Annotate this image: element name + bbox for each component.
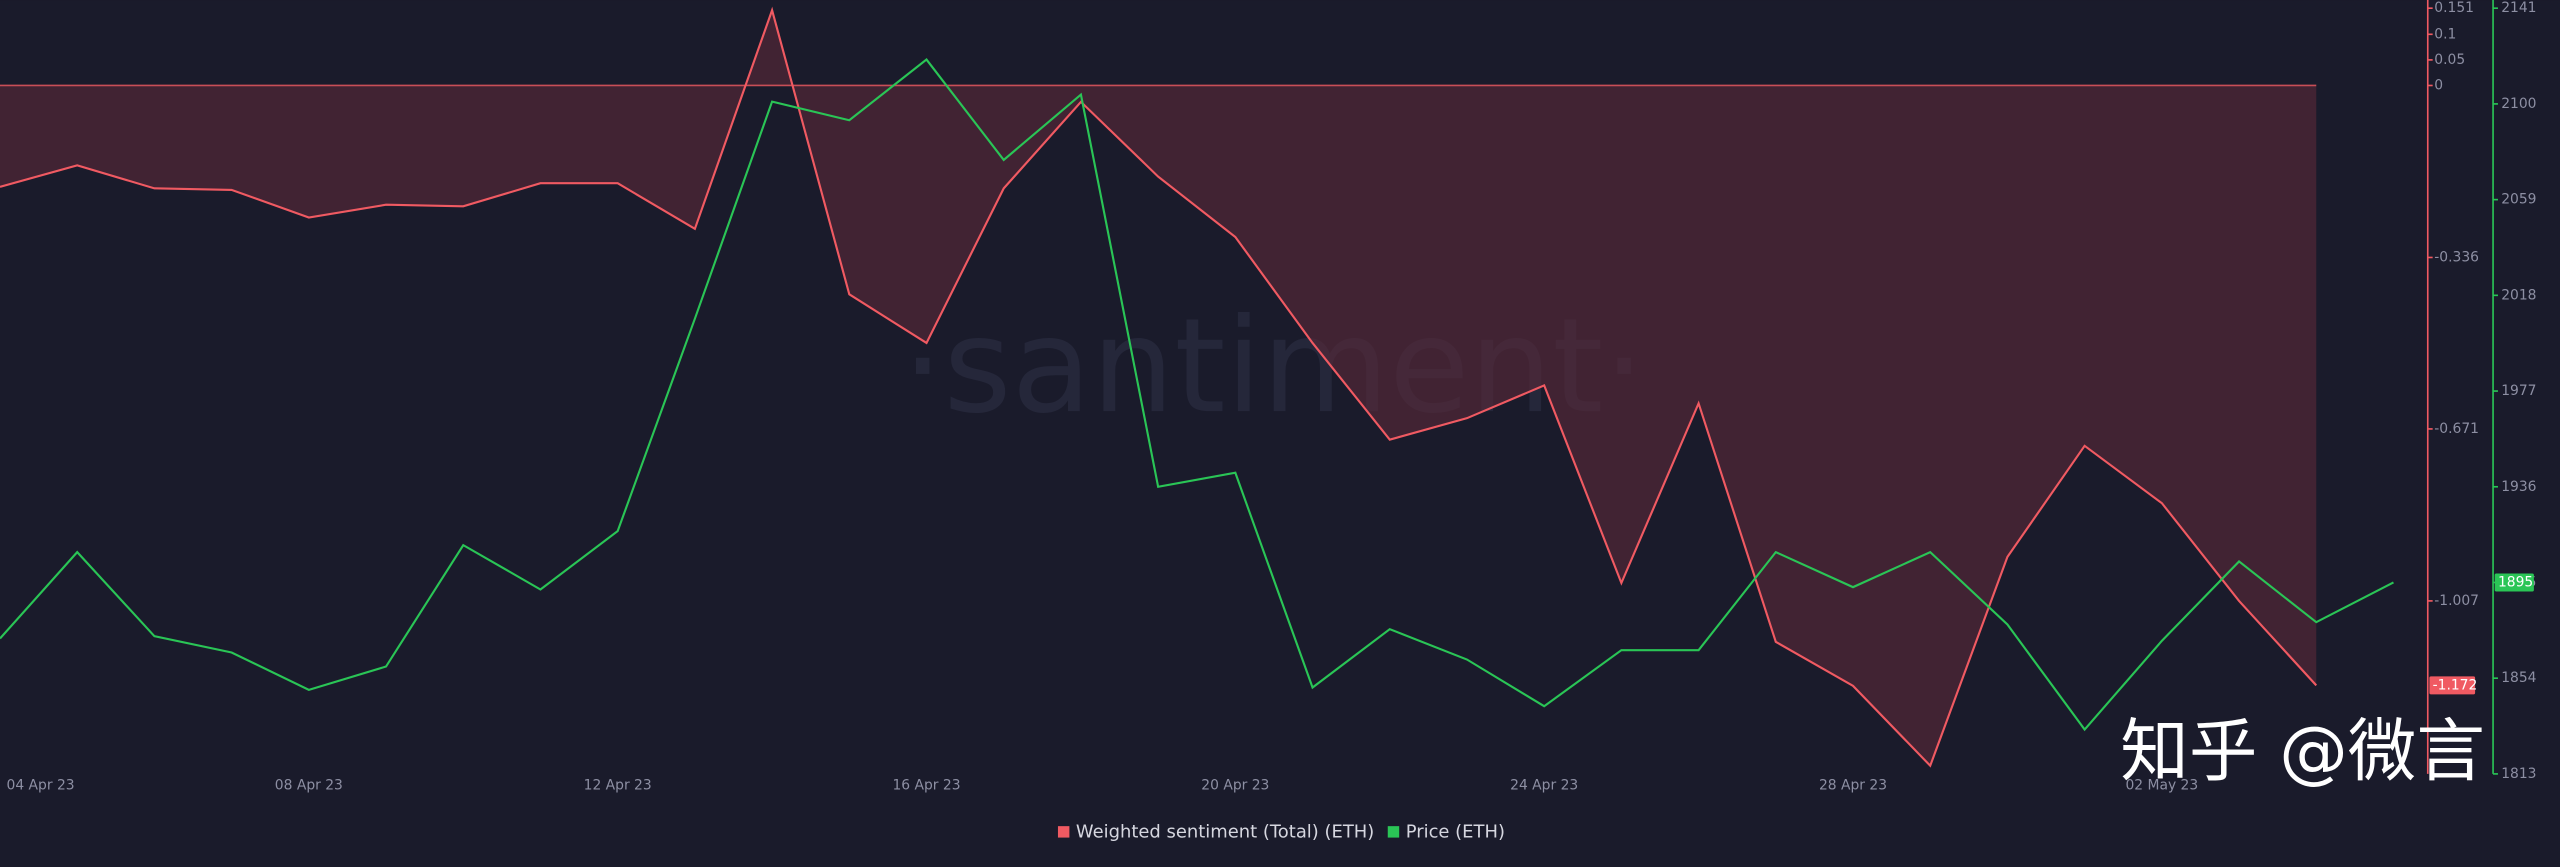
y2-tick-label: 1936 [2501,479,2536,495]
y-tick-label: -1.007 [2434,593,2479,609]
last-value-badge [2494,573,2534,592]
y-tick-label: 0 [2434,77,2443,93]
x-tick-label: 12 Apr 23 [584,777,652,793]
legend-label: Weighted sentiment (Total) (ETH) [1076,822,1374,843]
y2-tick-label: 2100 [2501,96,2536,112]
x-tick-label: 08 Apr 23 [275,777,343,793]
x-tick-label: 04 Apr 23 [7,777,75,793]
last-value-label: -1.172 [2433,677,2478,693]
series-line [0,58,2394,732]
legend-swatch [1057,826,1070,838]
y-tick-label: 0.05 [2434,52,2465,68]
y2-tick-label: 1813 [2501,766,2536,782]
y-tick-label: -0.336 [2434,249,2479,265]
y-tick-label: 0.1 [2434,26,2456,42]
y-tick-label: -0.671 [2434,421,2479,437]
corner-watermark: 知乎 @微言 [2120,712,2485,792]
legend-swatch [1387,826,1400,838]
y2-tick-label: 1977 [2501,383,2536,399]
legend-label: Price (ETH) [1406,822,1505,843]
y2-tick-label: 2018 [2501,287,2536,303]
x-tick-label: 16 Apr 23 [892,777,960,793]
last-value-badge [2429,676,2476,695]
series-line [0,6,2318,768]
x-tick-label: 24 Apr 23 [1510,777,1578,793]
x-tick-label: 28 Apr 23 [1819,777,1887,793]
sentiment-area [0,10,2317,766]
x-tick-label: 20 Apr 23 [1201,777,1269,793]
y2-tick-label: 2059 [2501,192,2536,208]
x-tick-label: 02 May 23 [2125,777,2198,793]
y2-tick-label: 2141 [2501,0,2536,16]
y-tick-label: 0.151 [2434,0,2474,16]
y2-tick-label: 1854 [2501,670,2536,686]
last-value-label: 1895 [2498,574,2533,590]
